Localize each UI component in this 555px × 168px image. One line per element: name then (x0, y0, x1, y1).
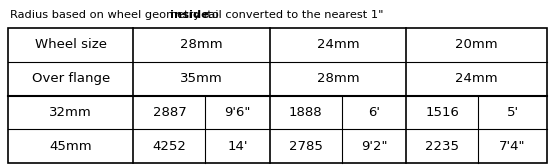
Text: 9'2": 9'2" (361, 140, 387, 153)
Text: 2785: 2785 (289, 140, 323, 153)
Text: 24mm: 24mm (455, 72, 498, 85)
Text: Over flange: Over flange (32, 72, 110, 85)
Text: 14': 14' (228, 140, 248, 153)
Text: 2887: 2887 (153, 106, 186, 119)
Text: 9'6": 9'6" (224, 106, 251, 119)
Text: 4252: 4252 (153, 140, 186, 153)
Text: 20mm: 20mm (455, 38, 498, 51)
Text: 32mm: 32mm (49, 106, 92, 119)
Text: 45mm: 45mm (49, 140, 92, 153)
Text: 7'4": 7'4" (500, 140, 526, 153)
Bar (8, 28, 547, 163)
Text: Wheel size: Wheel size (35, 38, 107, 51)
Text: 2235: 2235 (425, 140, 459, 153)
Text: 24mm: 24mm (317, 38, 359, 51)
Text: 1516: 1516 (425, 106, 459, 119)
Text: 28mm: 28mm (317, 72, 359, 85)
Text: 6': 6' (368, 106, 380, 119)
Text: 1888: 1888 (289, 106, 322, 119)
Text: 28mm: 28mm (180, 38, 223, 51)
Text: 5': 5' (507, 106, 519, 119)
Text: inside: inside (170, 10, 209, 20)
Text: rail converted to the nearest 1": rail converted to the nearest 1" (200, 10, 383, 20)
Text: Radius based on wheel geometry  to: Radius based on wheel geometry to (10, 10, 223, 20)
Text: 35mm: 35mm (180, 72, 223, 85)
